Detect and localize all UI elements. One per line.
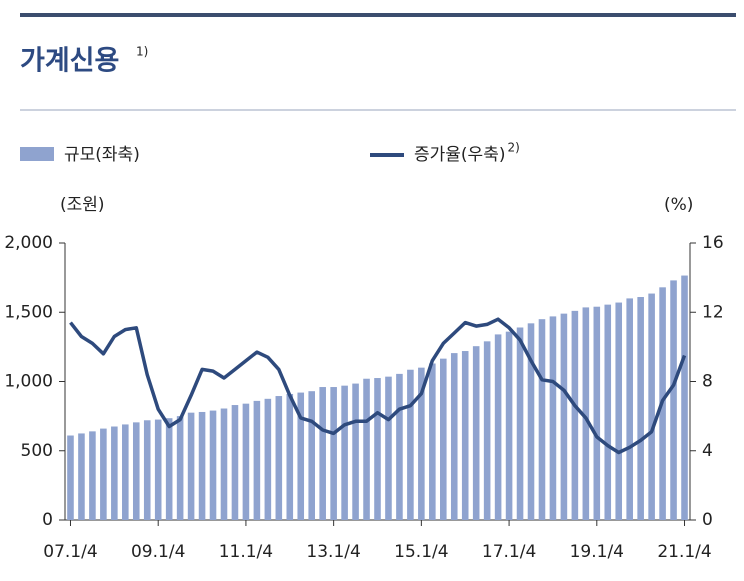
chart-title: 가계신용 [20, 46, 119, 77]
bar [374, 378, 381, 520]
bar [396, 373, 403, 520]
y2-tick-label: 0 [702, 510, 713, 530]
bar [89, 431, 96, 520]
line [69, 317, 687, 455]
bar [78, 433, 85, 520]
bar [615, 302, 623, 520]
bar [111, 426, 118, 520]
bar [286, 393, 294, 520]
title-note: 1) [136, 45, 148, 59]
x-tick-label: 19.1/4 [570, 542, 624, 562]
bar [297, 392, 305, 520]
bar [253, 400, 261, 520]
y2-tick-label: 16 [702, 233, 724, 253]
bar [429, 363, 436, 520]
bar [264, 398, 272, 520]
top-rule [20, 13, 736, 17]
bar [209, 410, 217, 520]
bar [637, 297, 644, 520]
bar [275, 396, 283, 520]
bar [132, 422, 140, 520]
x-tick-label: 21.1/4 [657, 542, 711, 562]
bar [582, 307, 590, 520]
bar [143, 420, 151, 520]
legend-label: 증가율(우축) [414, 145, 505, 165]
bar [472, 346, 480, 520]
bar [67, 435, 74, 520]
bar [494, 334, 502, 520]
bar [352, 383, 359, 520]
y2-axis-label: (%) [664, 195, 693, 215]
bar [681, 275, 688, 520]
bar [385, 376, 392, 520]
y-tick-label: 2,000 [4, 233, 53, 253]
bar [330, 387, 337, 520]
bar [308, 391, 315, 520]
y-tick-label: 1,500 [4, 302, 53, 322]
bar [483, 341, 491, 520]
bar [100, 428, 107, 520]
x-tick-label: 15.1/4 [394, 542, 448, 562]
bar [549, 316, 557, 520]
legend-label: 규모(좌축) [64, 145, 140, 165]
x-tick-label: 09.1/4 [131, 542, 185, 562]
bar [626, 298, 633, 520]
y-tick-label: 500 [21, 441, 53, 461]
bar [319, 387, 326, 520]
bar [418, 367, 425, 520]
y2-tick-label: 8 [702, 372, 713, 392]
bar [154, 419, 162, 520]
bar [198, 411, 206, 520]
bar [242, 403, 250, 520]
x-tick-label: 11.1/4 [219, 542, 273, 562]
legend-swatch [20, 147, 54, 161]
bar [231, 405, 239, 520]
bar [648, 293, 655, 520]
y-tick-label: 1,000 [4, 372, 53, 392]
legend-note: 2) [507, 141, 519, 155]
bar [571, 310, 579, 520]
bar [220, 408, 228, 520]
bar [122, 424, 129, 520]
bar [363, 378, 370, 520]
bar [407, 369, 414, 520]
x-tick-label: 13.1/4 [306, 542, 360, 562]
bar [450, 353, 458, 520]
y2-tick-label: 12 [702, 302, 724, 322]
y-axis-label: (조원) [60, 195, 105, 215]
bar [341, 385, 348, 520]
x-tick-label: 17.1/4 [482, 542, 536, 562]
bar [187, 412, 195, 520]
x-tick-label: 07.1/4 [43, 542, 97, 562]
bar [505, 331, 513, 520]
bar [516, 327, 524, 520]
bar [527, 323, 535, 520]
bar [461, 351, 469, 520]
bar [670, 280, 677, 520]
bar [440, 358, 447, 520]
bar [604, 304, 612, 520]
bar [560, 313, 568, 520]
bar [593, 306, 601, 520]
y2-tick-label: 4 [702, 441, 713, 461]
bar [165, 418, 173, 520]
bar [176, 416, 184, 520]
y-tick-label: 0 [42, 510, 53, 530]
bar [538, 319, 546, 520]
